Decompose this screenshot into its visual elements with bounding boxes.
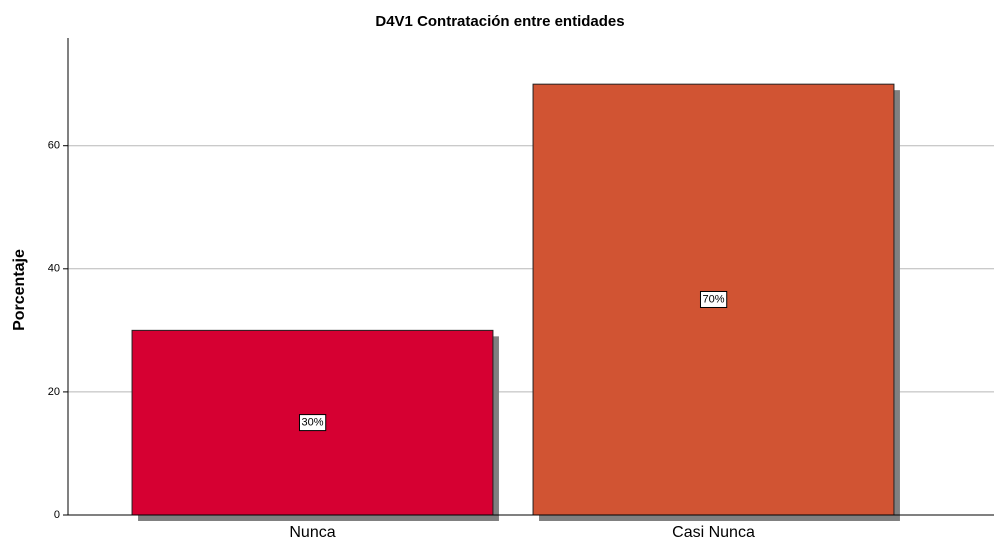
y-axis-label: Porcentaje (11, 249, 28, 331)
x-tick-label: Casi Nunca (672, 524, 755, 541)
y-tick-label: 0 (54, 509, 60, 521)
value-label: 30% (301, 417, 323, 429)
y-tick-label: 60 (48, 140, 60, 152)
x-tick-label: Nunca (289, 524, 335, 541)
chart-title: D4V1 Contratación entre entidades (375, 13, 624, 30)
value-label-box (298, 414, 327, 432)
value-label-box (699, 290, 728, 308)
y-tick-label: 40 (48, 263, 60, 275)
value-label: 70% (702, 293, 724, 305)
y-tick-label: 20 (48, 386, 60, 398)
